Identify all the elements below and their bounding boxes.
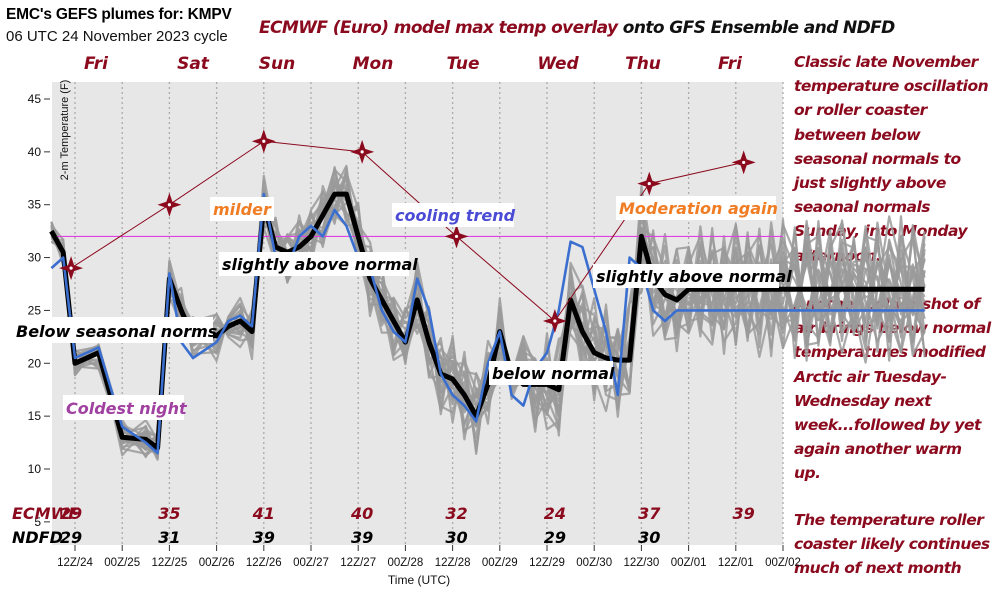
x-tick-label: 00Z/01	[671, 557, 707, 569]
x-tick-label: 12Z/25	[151, 557, 187, 569]
annotation-box	[210, 197, 274, 221]
day-label: Tue	[446, 54, 479, 74]
ecmwf-max-value: 37	[638, 504, 661, 523]
x-tick-label: 00Z/28	[387, 557, 423, 569]
x-tick-label: 00Z/26	[199, 557, 235, 569]
ecmwf-marker-center	[647, 181, 651, 186]
ndfd-max-value: 29	[544, 528, 566, 547]
x-tick-label: 00Z/29	[482, 557, 518, 569]
x-tick-label: 12Z/26	[246, 557, 282, 569]
y-tick-label: 30	[28, 251, 42, 265]
x-tick-label: 00Z/25	[104, 557, 140, 569]
day-label: Fri	[718, 54, 743, 74]
x-tick-label: 12Z/29	[529, 557, 565, 569]
ecmwf-max-value: 35	[158, 504, 180, 523]
overlay-title: ECMWF (Euro) model max temp overlay onto…	[259, 18, 895, 38]
ecmwf-max-value: 32	[445, 504, 467, 523]
ecmwf-max-value: 29	[60, 504, 82, 523]
side-note-3: The temperature roller coaster likely co…	[794, 511, 990, 578]
ecmwf-max-value: 41	[252, 504, 275, 523]
side-note-1: Classic late November temperature oscill…	[794, 53, 989, 265]
day-label: Sun	[259, 54, 295, 74]
y-tick-label: 40	[28, 145, 42, 159]
day-label: Sat	[177, 54, 210, 74]
x-tick-label: 00Z/27	[293, 557, 329, 569]
annotation-box	[219, 252, 409, 276]
day-label: Fri	[84, 54, 109, 74]
x-tick-label: 12Z/01	[718, 557, 754, 569]
y-tick-label: 45	[28, 92, 42, 106]
annotation-label: Below seasonal norms	[16, 322, 217, 341]
x-tick-label: 12Z/28	[435, 557, 471, 569]
ndfd-max-value: 30	[445, 528, 467, 547]
y-tick-label: 25	[28, 303, 42, 317]
annotation-label: cooling trend	[395, 206, 516, 225]
x-tick-label: 00Z/02	[765, 557, 801, 569]
annotation-label: slightly above normal	[596, 267, 792, 286]
annotation-label: Moderation again	[619, 199, 778, 218]
overlay-title-rest: onto GFS Ensemble and NDFD	[617, 18, 895, 38]
x-axis-label: Time (UTC)	[388, 573, 450, 587]
ecmwf-row-label: ECMWF	[12, 504, 79, 523]
ndfd-max-value: 30	[638, 528, 660, 547]
x-tick-label: 12Z/24	[57, 557, 93, 569]
annotation-label: Coldest night	[66, 399, 188, 418]
annotation-box	[392, 203, 514, 227]
x-tick-label: 12Z/30	[623, 557, 659, 569]
annotation-box	[13, 317, 213, 343]
ecmwf-marker-center	[553, 319, 557, 323]
ndfd-max-value: 39	[253, 528, 275, 547]
x-tick-label: 00Z/30	[576, 557, 612, 569]
annotation-label: below normal	[492, 364, 615, 383]
ecmwf-marker-center	[454, 234, 459, 239]
y-tick-label: 20	[28, 356, 42, 370]
day-label: Thu	[625, 54, 661, 74]
ecmwf-marker-center	[262, 139, 266, 143]
cycle-label: 06 UTC 24 November 2023 cycle	[6, 28, 228, 45]
ndfd-max-value: 39	[351, 528, 373, 547]
annotation-box	[593, 264, 779, 288]
ndfd-max-value: 29	[60, 528, 82, 547]
annotation-label: slightly above normal	[222, 255, 418, 274]
ndfd-max-value: 31	[158, 528, 180, 547]
ecmwf-max-value: 40	[350, 504, 373, 523]
ecmwf-marker-center	[360, 150, 364, 154]
control-line	[50, 192, 925, 455]
day-label: Wed	[537, 54, 579, 74]
y-tick-label: 15	[28, 409, 42, 423]
ecmwf-max-value: 24	[544, 504, 566, 523]
annotation-label: milder	[213, 200, 272, 219]
x-tick-label: 12Z/27	[340, 557, 376, 569]
day-label: Mon	[353, 54, 394, 74]
ecmwf-marker-center	[69, 266, 73, 270]
ecmwf-marker-center	[742, 160, 746, 165]
annotation-box	[63, 395, 184, 420]
annotation-box	[489, 361, 613, 385]
ecmwf-marker-center	[167, 203, 171, 207]
y-axis-label: 2-m Temperature (F)	[59, 80, 71, 181]
ndfd-row-label: NDFD	[12, 528, 63, 547]
y-tick-label: 5	[34, 515, 41, 529]
y-tick-label: 35	[28, 198, 42, 212]
overlay-title-ecmwf: ECMWF (Euro) model max temp overlay	[259, 18, 618, 38]
y-tick-label: 10	[28, 462, 42, 476]
chart-title: EMC's GEFS plumes for: KMPV	[6, 6, 232, 23]
annotation-box	[616, 196, 776, 220]
ecmwf-max-value: 39	[733, 504, 755, 523]
